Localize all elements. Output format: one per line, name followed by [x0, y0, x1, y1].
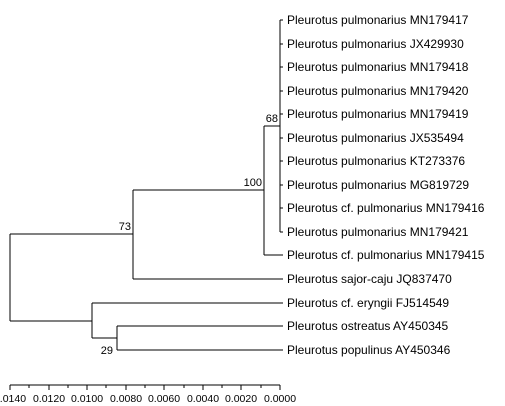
taxon-label: Pleurotus pulmonarius MN179417 — [287, 13, 469, 27]
scale-tick-label: 0.0120 — [33, 393, 65, 405]
taxon-label: Pleurotus pulmonarius MN179420 — [287, 84, 469, 98]
support-value-100: 100 — [244, 177, 262, 189]
taxon-label: Pleurotus pulmonarius MN179418 — [287, 60, 469, 74]
taxon-label: Pleurotus sajor-caju JQ837470 — [287, 272, 452, 286]
taxon-label: Pleurotus pulmonarius JX429930 — [287, 37, 464, 51]
scale-axis: 0.0140 0.0120 0.0100 0.0080 0.0060 0.0040 0.00… — [0, 384, 296, 405]
support-values: 68 100 73 29 — [101, 113, 278, 357]
support-value-73: 73 — [119, 221, 131, 233]
scale-tick-label: 0.0020 — [225, 393, 257, 405]
scale-tick-label: 0.0080 — [110, 393, 142, 405]
scale-ticks: 0.0140 0.0120 0.0100 0.0080 0.0060 0.0040 0.00… — [0, 385, 296, 405]
support-value-68: 68 — [266, 113, 278, 125]
taxon-label: Pleurotus cf. pulmonarius MN179415 — [287, 248, 485, 262]
taxon-label: Pleurotus pulmonarius MN179419 — [287, 107, 469, 121]
taxon-label: Pleurotus cf. pulmonarius MN179416 — [287, 201, 485, 215]
support-value-29: 29 — [101, 345, 113, 357]
taxon-label: Pleurotus ostreatus AY450345 — [287, 319, 449, 333]
scale-tick-label: 0.0060 — [148, 393, 180, 405]
tree-branches — [9, 19, 283, 351]
scale-tick-label: 0.0000 — [264, 393, 296, 405]
taxon-label: Pleurotus pulmonarius KT273376 — [287, 154, 465, 168]
taxon-label: Pleurotus populinus AY450346 — [287, 343, 451, 357]
scale-tick-label: 0.0140 — [0, 393, 26, 405]
taxon-label: Pleurotus pulmonarius MG819729 — [287, 178, 469, 192]
scale-tick-label: 0.0040 — [187, 393, 219, 405]
scale-tick-label: 0.0100 — [71, 393, 103, 405]
taxon-label: Pleurotus cf. eryngii FJ514549 — [287, 296, 449, 310]
taxon-label: Pleurotus pulmonarius JX535494 — [287, 131, 464, 145]
taxon-label: Pleurotus pulmonarius MN179421 — [287, 225, 469, 239]
taxon-labels: Pleurotus pulmonarius MN179417 Pleurotus… — [287, 13, 485, 357]
